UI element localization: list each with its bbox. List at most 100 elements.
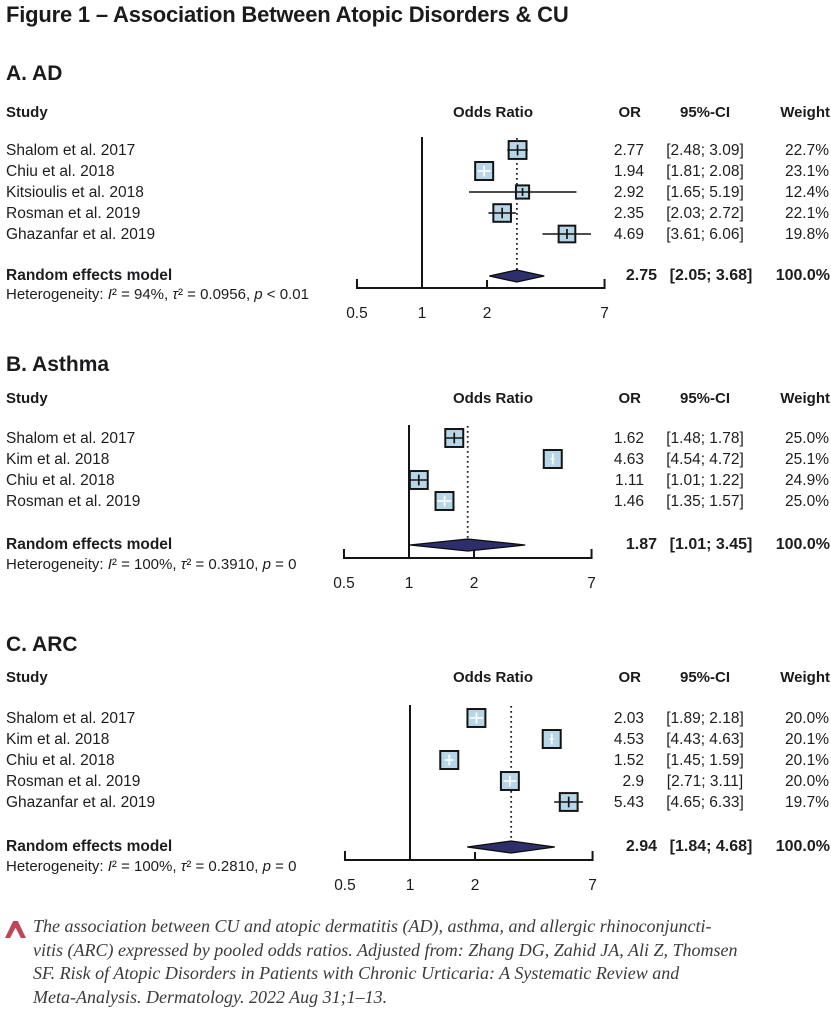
column-header-or: OR [618, 104, 642, 121]
study-name: Chiu et al. 2018 [6, 752, 115, 769]
study-ci: [2.48; 3.09] [666, 142, 744, 159]
column-header-or: OR [618, 669, 642, 686]
forest-panel-ad: A. AD Study Odds Ratio OR 95%-CI Weight … [0, 60, 831, 350]
study-ci: [1.45; 1.59] [666, 752, 744, 769]
random-effects-row: Random effects model 1.87 [1.01; 3.45] 1… [0, 534, 831, 556]
summary-ci: [2.05; 3.68] [669, 267, 753, 284]
study-ci: [1.48; 1.78] [666, 430, 744, 447]
study-row: Chiu et al. 2018 1.52 [1.45; 1.59] 20.1% [0, 750, 831, 771]
column-header-weight: Weight [780, 669, 830, 686]
study-name: Rosman et al. 2019 [6, 773, 141, 790]
study-ci: [2.03; 2.72] [666, 205, 744, 222]
study-row: Shalom et al. 2017 1.62 [1.48; 1.78] 25.0% [0, 428, 831, 449]
study-or: 4.53 [613, 731, 644, 748]
random-effects-row: Random effects model 2.94 [1.84; 4.68] 1… [0, 836, 831, 858]
column-header-weight: Weight [780, 390, 830, 407]
study-name: Ghazanfar et al. 2019 [6, 794, 156, 811]
random-effects-row: Random effects model 2.75 [2.05; 3.68] 1… [0, 265, 831, 287]
study-or: 1.11 [614, 472, 644, 489]
study-name: Shalom et al. 2017 [6, 142, 136, 159]
study-or: 4.69 [613, 226, 644, 243]
study-row: Chiu et al. 2018 1.11 [1.01; 1.22] 24.9% [0, 470, 831, 491]
study-name: Kim et al. 2018 [6, 451, 110, 468]
study-or: 2.9 [622, 773, 644, 790]
study-ci: [1.65; 5.19] [666, 184, 744, 201]
column-header-study: Study [6, 104, 48, 121]
summary-weight: 100.0% [775, 838, 830, 855]
summary-weight: 100.0% [775, 267, 830, 284]
column-header-or: OR [618, 390, 642, 407]
caption-line: Meta-Analysis. Dermatology. 2022 Aug 31;… [33, 986, 388, 1007]
figure-title: Figure 1 – Association Between Atopic Di… [6, 2, 569, 27]
study-row: Ghazanfar et al. 2019 5.43 [4.65; 6.33] 19.… [0, 792, 831, 813]
caption-line: vitis (ARC) expressed by pooled odds rat… [33, 939, 738, 960]
study-row: Shalom et al. 2017 2.03 [1.89; 2.18] 20.0% [0, 708, 831, 729]
study-weight: 19.7% [785, 794, 829, 811]
study-weight: 25.0% [785, 493, 829, 510]
study-row: Rosman et al. 2019 2.35 [2.03; 2.72] 22.1% [0, 203, 831, 224]
study-or: 1.46 [613, 493, 644, 510]
study-weight: 25.1% [785, 451, 829, 468]
study-rows: Shalom et al. 2017 1.62 [1.48; 1.78] 25.0% K… [0, 350, 831, 627]
study-weight: 20.0% [785, 773, 829, 790]
study-ci: [1.01; 1.22] [666, 472, 744, 489]
summary-ci: [1.01; 3.45] [669, 536, 753, 553]
study-name: Shalom et al. 2017 [6, 710, 136, 727]
study-row: Rosman et al. 2019 2.9 [2.71; 3.11] 20.0% [0, 771, 831, 792]
caption-line: The association between CU and atopic de… [33, 916, 712, 936]
figure-caption: The association between CU and atopic de… [0, 905, 831, 1024]
column-header-weight: Weight [780, 104, 830, 121]
random-effects-label: Random effects model [6, 267, 173, 284]
caption-text: The association between CU and atopic de… [33, 915, 829, 1009]
summary-ci: [1.84; 4.68] [669, 838, 753, 855]
study-row: Shalom et al. 2017 2.77 [2.48; 3.09] 22.7% [0, 140, 831, 161]
study-ci: [1.35; 1.57] [666, 493, 744, 510]
column-header-odds-ratio: Odds Ratio [452, 669, 533, 686]
caption-line: SF. Risk of Atopic Disorders in Patients… [33, 963, 680, 983]
study-ci: [1.89; 2.18] [666, 710, 744, 727]
summary-or: 1.87 [625, 536, 657, 553]
column-header-ci: 95%-CI [679, 104, 731, 121]
column-header-odds-ratio: Odds Ratio [452, 390, 533, 407]
chevron-up-icon [5, 921, 26, 938]
study-row: Kim et al. 2018 4.63 [4.54; 4.72] 25.1% [0, 449, 831, 470]
study-or: 4.63 [613, 451, 644, 468]
study-ci: [4.65; 6.33] [666, 794, 744, 811]
study-row: Kitsioulis et al. 2018 2.92 [1.65; 5.19] 12… [0, 182, 831, 203]
study-weight: 12.4% [785, 184, 829, 201]
study-ci: [3.61; 6.06] [666, 226, 744, 243]
study-row: Rosman et al. 2019 1.46 [1.35; 1.57] 25.0% [0, 491, 831, 512]
study-ci: [2.71; 3.11] [666, 773, 744, 790]
study-or: 2.92 [613, 184, 644, 201]
study-name: Chiu et al. 2018 [6, 472, 115, 489]
column-header-ci: 95%-CI [679, 669, 731, 686]
panel-label: A. AD [6, 62, 63, 85]
study-weight: 20.1% [785, 752, 829, 769]
column-header-row: Study Odds Ratio OR 95%-CI Weight [0, 103, 831, 123]
study-name: Ghazanfar et al. 2019 [6, 226, 156, 243]
study-row: Chiu et al. 2018 1.94 [1.81; 2.08] 23.1% [0, 161, 831, 182]
study-name: Rosman et al. 2019 [6, 205, 141, 222]
column-header-study: Study [6, 390, 48, 407]
study-row: Kim et al. 2018 4.53 [4.43; 4.63] 20.1% [0, 729, 831, 750]
random-effects-label: Random effects model [6, 536, 173, 553]
study-rows: Shalom et al. 2017 2.03 [1.89; 2.18] 20.0% K… [0, 627, 831, 905]
random-effects-label: Random effects model [6, 838, 173, 855]
column-header-ci: 95%-CI [679, 390, 731, 407]
study-name: Kim et al. 2018 [6, 731, 110, 748]
study-or: 5.43 [613, 794, 644, 811]
study-or: 2.03 [613, 710, 644, 727]
study-name: Rosman et al. 2019 [6, 493, 141, 510]
column-header-row: Study Odds Ratio OR 95%-CI Weight [0, 389, 831, 409]
study-rows: Shalom et al. 2017 2.77 [2.48; 3.09] 22.7% C… [0, 60, 831, 350]
heterogeneity-note: Heterogeneity: I² = 100%, τ² = 0.3910, p… [6, 556, 297, 573]
study-weight: 22.7% [785, 142, 829, 159]
study-weight: 20.0% [785, 710, 829, 727]
study-or: 1.94 [613, 163, 644, 180]
study-weight: 20.1% [785, 731, 829, 748]
study-ci: [1.81; 2.08] [666, 163, 744, 180]
study-ci: [4.54; 4.72] [666, 451, 744, 468]
summary-or: 2.75 [625, 267, 657, 284]
heterogeneity-note: Heterogeneity: I² = 100%, τ² = 0.2810, p… [6, 858, 297, 875]
